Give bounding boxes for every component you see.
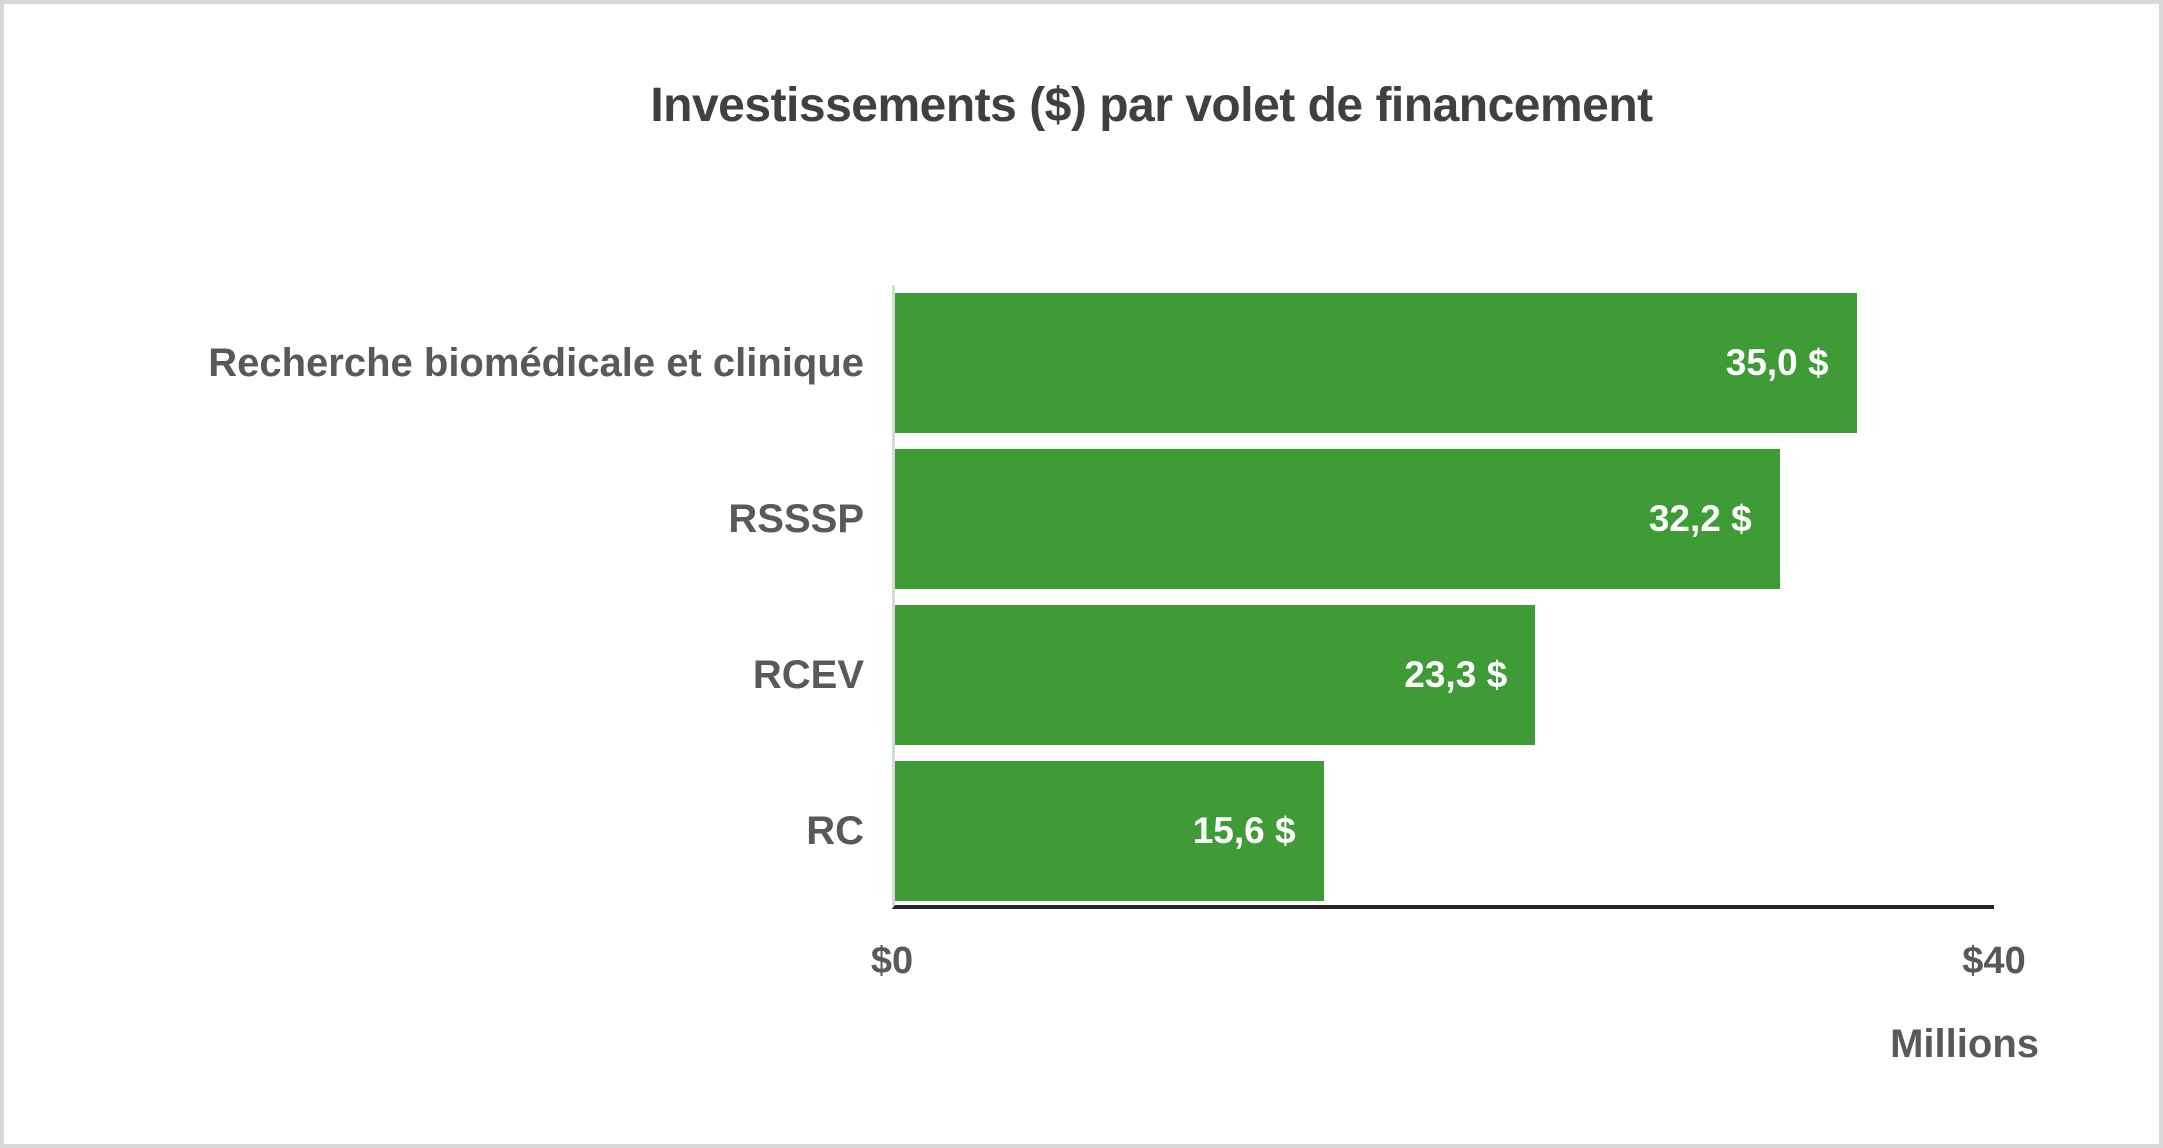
bar: 15,6 $	[895, 761, 1324, 901]
category-label: RSSSP	[728, 496, 864, 541]
plot-area: 35,0 $ 32,2 $ 23,3 $ 15,6 $	[892, 285, 1994, 909]
category-label: RCEV	[752, 652, 864, 697]
bar: 32,2 $	[895, 449, 1780, 589]
bar: 35,0 $	[895, 293, 1857, 433]
chart-title: Investissements ($) par volet de finance…	[650, 79, 1653, 132]
category-label: RC	[806, 808, 864, 853]
x-axis-tick-max: $40	[1962, 940, 2026, 982]
bar-value-label: 35,0 $	[1725, 342, 1829, 383]
bar: 23,3 $	[895, 605, 1536, 745]
bar-value-label: 15,6 $	[1192, 810, 1296, 851]
bar-value-label: 32,2 $	[1648, 498, 1752, 539]
category-label: Recherche biomédicale et clinique	[208, 340, 864, 385]
bar-value-label: 23,3 $	[1404, 654, 1508, 695]
x-axis-tick-min: $0	[870, 940, 914, 982]
category-axis: Recherche biomédicale et clinique RSSSP RC…	[4, 285, 864, 909]
x-axis-unit-label: Millions	[1890, 1022, 2039, 1066]
